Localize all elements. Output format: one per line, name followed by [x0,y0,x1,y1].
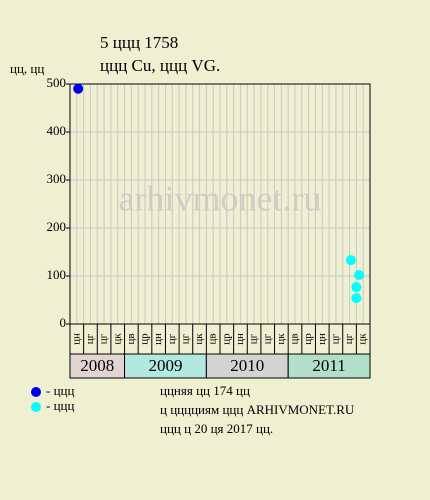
point [354,270,365,281]
x-tick-label: цк [193,333,205,345]
x-tick-label: цн [234,333,246,345]
x-tick-label: цв [289,333,301,344]
x-tick-label: цг [248,333,260,344]
point [351,293,362,304]
point [345,255,356,266]
year-label: 2008 [80,356,114,375]
y-tick-label: 200 [47,219,67,234]
x-tick-label: цр [139,333,151,345]
year-label: 2011 [312,356,345,375]
y-tick-label: 500 [47,75,67,90]
legend-swatch [31,387,41,397]
y-tick-label: 400 [47,123,67,138]
y-tick-label: 100 [47,267,67,282]
y-tick-label: 300 [47,171,67,186]
x-tick-label: цр [302,333,314,345]
x-tick-label: цг [98,333,110,344]
note: ццняя цц 174 цц [160,383,250,398]
x-tick-label: цг [166,333,178,344]
x-tick-label: цг [179,333,191,344]
x-tick-label: цг [84,333,96,344]
point [73,83,84,94]
x-tick-label: цг [329,333,341,344]
note: ццц ц 20 ця 2017 цц. [160,421,273,436]
year-band [287,353,371,379]
legend-label: - ццц [46,383,74,398]
chart-subtitle: ццц Cu, ццц VG. [100,56,220,75]
year-label: 2009 [148,356,182,375]
year-band [69,353,126,379]
x-tick-label: цн [152,333,164,345]
y-axis-label: цц, цц [10,61,44,76]
x-tick-label: цг [343,333,355,344]
year-label: 2010 [230,356,264,375]
legend-label: - ццц [46,398,74,413]
chart-title: 5 ццц 1758 [100,33,178,52]
y-tick-label: 0 [60,315,67,330]
x-tick-label: цр [220,333,232,345]
x-tick-label: цн [316,333,328,345]
year-band [124,353,207,379]
x-tick-label: цк [111,333,123,345]
note: ц цццциям ццц ARHIVMONET.RU [160,402,355,417]
year-band [205,353,289,379]
x-tick-label: цк [357,333,369,345]
x-tick-label: цв [125,333,137,344]
point [351,282,362,293]
x-tick-label: цв [207,333,219,344]
x-tick-label: цг [261,333,273,344]
legend-swatch [31,402,41,412]
x-tick-label: цк [275,333,287,345]
x-tick-label: цн [70,333,82,345]
